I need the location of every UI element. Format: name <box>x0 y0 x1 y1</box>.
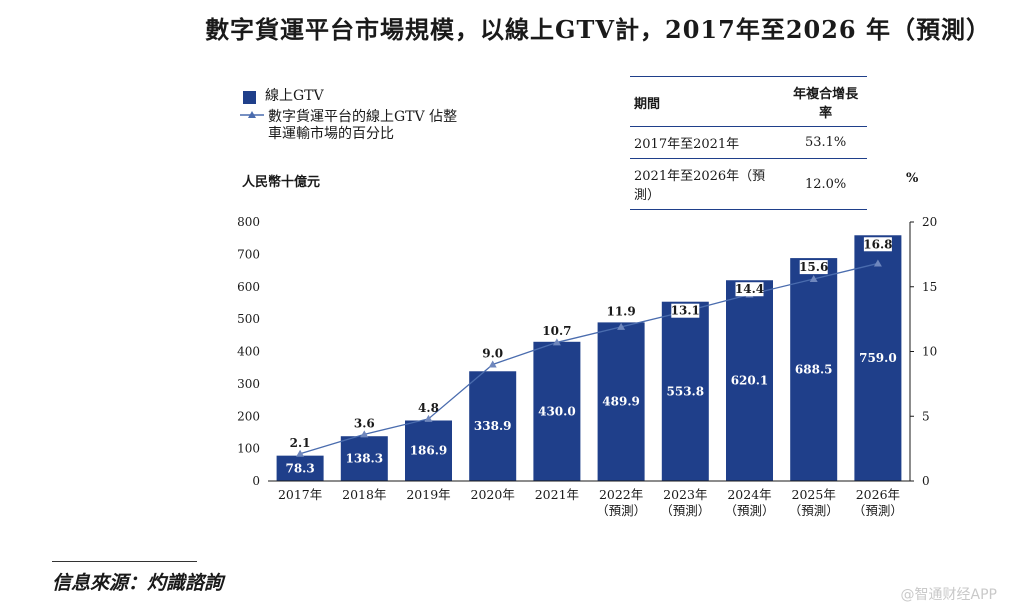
cagr-header-period: 期間 <box>630 76 785 127</box>
cagr-table: 期間 年複合增長率 2017年至2021年 53.1% 2021年至2026年（… <box>630 76 867 210</box>
legend: 線上GTV 數字貨運平台的線上GTV 佔整車運輸市場的百分比 <box>240 88 458 147</box>
bar-value-label: 688.5 <box>795 363 833 377</box>
y2-tick-label: 15 <box>922 280 937 294</box>
y-tick-label: 100 <box>237 442 260 456</box>
line-point <box>360 430 369 438</box>
x-tick-label: 2019年 <box>406 487 450 502</box>
percentage-line <box>299 262 879 455</box>
y-tick-label: 500 <box>237 312 260 326</box>
y-tick-label: 200 <box>237 409 260 423</box>
percentage-label: 4.8 <box>418 401 439 415</box>
cagr-header-rate: 年複合增長率 <box>784 76 867 127</box>
cagr-rate: 12.0% <box>784 158 867 210</box>
bar <box>340 436 388 481</box>
source-divider <box>52 561 197 562</box>
x-tick-label: 2017年 <box>278 487 322 502</box>
percentage-label-bg <box>799 260 828 275</box>
bar <box>790 258 838 481</box>
percentage-label: 9.0 <box>482 346 503 360</box>
line-point <box>873 259 882 267</box>
x-tick-label: 2022年 <box>599 487 643 502</box>
table-row: 2017年至2021年 53.1% <box>630 126 867 159</box>
x-tick-label: 2020年 <box>471 487 515 502</box>
x-tick-note: （預測） <box>596 503 646 518</box>
bar-value-label: 620.1 <box>731 374 769 388</box>
right-axis-unit: % <box>906 171 919 186</box>
percentage-label: 11.9 <box>606 304 635 318</box>
bar <box>276 455 324 481</box>
legend-bar-label: 線上GTV <box>265 88 324 104</box>
percentage-label: 16.8 <box>863 237 892 251</box>
percentage-label: 3.6 <box>354 416 375 430</box>
bar-value-label: 430.0 <box>538 404 576 418</box>
bar-value-label: 138.3 <box>346 452 384 466</box>
left-axis-unit: 人民幣十億元 <box>242 175 321 190</box>
cagr-period: 2021年至2026年（預測） <box>630 158 785 210</box>
y-tick-label: 300 <box>237 377 260 391</box>
x-tick-note: （預測） <box>789 503 839 518</box>
percentage-label: 10.7 <box>542 324 571 338</box>
table-row: 2021年至2026年（預測） 12.0% <box>630 158 867 210</box>
line-point <box>809 274 818 282</box>
x-tick-label: 2026年 <box>856 487 900 502</box>
bar-value-label: 78.3 <box>285 461 314 475</box>
bar-value-label: 489.9 <box>602 395 640 409</box>
percentage-label-bg <box>863 237 892 252</box>
y2-tick-label: 10 <box>922 345 937 359</box>
bar-value-label: 186.9 <box>410 444 448 458</box>
x-tick-note: （預測） <box>660 503 710 518</box>
x-tick-label: 2024年 <box>727 487 771 502</box>
y2-tick-label: 5 <box>922 409 930 423</box>
x-tick-label: 2021年 <box>535 487 579 502</box>
y-tick-label: 600 <box>237 280 260 294</box>
cagr-period: 2017年至2021年 <box>630 126 785 159</box>
percentage-label: 2.1 <box>290 436 311 450</box>
watermark: @智通财经APP <box>900 587 997 603</box>
line-point <box>296 449 305 457</box>
bar-value-label: 759.0 <box>859 351 897 365</box>
y2-tick-label: 20 <box>922 215 937 229</box>
percentage-label: 14.4 <box>735 282 764 296</box>
x-tick-note: （預測） <box>853 503 903 518</box>
y-tick-label: 700 <box>237 247 260 261</box>
percentage-label-bg <box>671 303 700 318</box>
bar <box>854 235 902 481</box>
y-tick-label: 400 <box>237 345 260 359</box>
y-tick-label: 800 <box>237 215 260 229</box>
bar <box>405 420 452 481</box>
line-point <box>424 414 433 422</box>
x-tick-label: 2018年 <box>342 487 386 502</box>
bar-value-label: 338.9 <box>474 419 512 433</box>
line-point <box>488 360 497 368</box>
line-point <box>617 322 626 330</box>
cagr-header-row: 期間 年複合增長率 <box>630 76 867 127</box>
x-tick-label: 2025年 <box>792 487 836 502</box>
cagr-rate: 53.1% <box>784 126 867 159</box>
percentage-label: 13.1 <box>671 304 700 318</box>
bar-swatch-icon <box>243 91 256 104</box>
legend-line-label: 數字貨運平台的線上GTV 佔整車運輸市場的百分比 <box>268 109 458 142</box>
percentage-label-bg <box>735 282 764 297</box>
legend-item-bar: 線上GTV <box>240 88 458 105</box>
y-tick-label: 0 <box>252 474 260 488</box>
y2-tick-label: 0 <box>922 474 930 488</box>
line-marker-icon <box>240 111 264 118</box>
x-tick-label: 2023年 <box>663 487 707 502</box>
bar-value-label: 553.8 <box>667 384 705 398</box>
line-point <box>552 338 561 346</box>
bar <box>469 371 517 481</box>
x-tick-note: （預測） <box>724 503 774 518</box>
percentage-label: 15.6 <box>799 260 828 274</box>
legend-item-line: 數字貨運平台的線上GTV 佔整車運輸市場的百分比 <box>240 109 458 143</box>
bar <box>597 322 645 481</box>
source-note: 信息來源：灼識諮詢 <box>52 572 224 594</box>
bar <box>726 280 773 481</box>
bar <box>533 341 581 481</box>
chart-title: 數字貨運平台市場規模，以線上GTV計，2017年至2026 年（預測） <box>205 15 991 44</box>
bar <box>661 301 709 481</box>
